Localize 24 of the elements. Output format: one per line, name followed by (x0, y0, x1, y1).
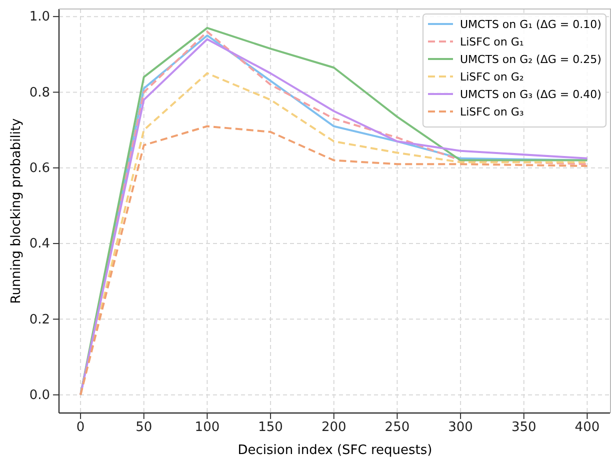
y-tick-label: 0.0 (29, 388, 50, 404)
x-tick-label: 0 (76, 420, 85, 436)
y-tick-label: 0.2 (29, 312, 50, 328)
legend-label: LiSFC on G₁ (460, 36, 524, 48)
y-axis-title: Running blocking probability (9, 118, 24, 304)
y-tick-label: 1.0 (29, 10, 50, 25)
legend-label: UMCTS on G₁ (ΔG = 0.10) (460, 18, 602, 31)
y-tick-label: 0.6 (29, 161, 50, 176)
legend-label: UMCTS on G₂ (ΔG = 0.25) (460, 53, 602, 66)
x-tick-label: 100 (194, 420, 220, 436)
x-tick-label: 150 (258, 420, 283, 436)
legend-label: LiSFC on G₂ (460, 70, 524, 84)
x-tick-label: 350 (511, 420, 536, 436)
x-axis-title: Decision index (SFC requests) (238, 443, 432, 458)
x-tick-label: 250 (384, 420, 410, 436)
legend-label: LiSFC on G₃ (460, 106, 524, 118)
x-tick-label: 400 (574, 420, 600, 436)
y-tick-label: 0.4 (29, 236, 50, 252)
line-series (80, 125, 588, 396)
x-tick-label: 50 (136, 420, 152, 436)
legend-label: UMCTS on G₃ (ΔG = 0.40) (460, 88, 602, 101)
x-tick-label: 300 (448, 420, 473, 436)
y-tick-label: 0.8 (29, 85, 50, 100)
x-tick-label: 200 (321, 420, 346, 436)
